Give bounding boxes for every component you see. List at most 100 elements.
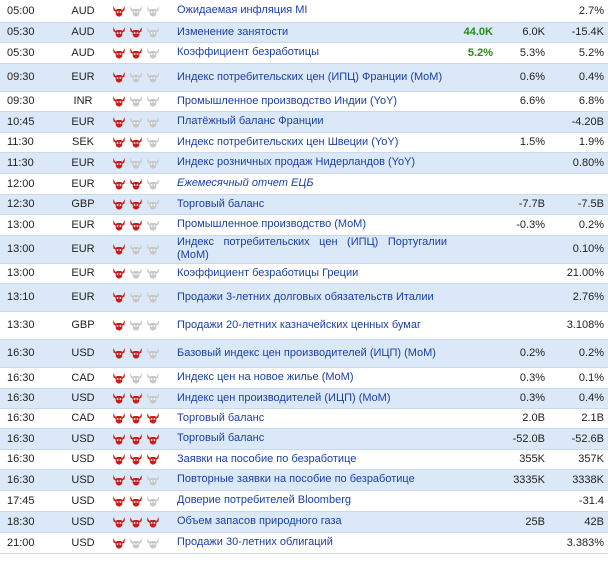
impact-rating <box>106 0 171 23</box>
event-link[interactable]: Индекс розничных продаж Нидерландов (YoY… <box>177 156 416 168</box>
event-time: 12:00 <box>0 173 60 195</box>
impact-rating <box>106 22 171 43</box>
bull-icon <box>129 47 143 59</box>
event-forecast: 355K <box>497 449 549 470</box>
event-link[interactable]: Ежемесячный отчет ЕЦБ <box>177 177 314 189</box>
bull-icon <box>112 433 126 445</box>
event-previous: 0.1% <box>549 367 608 389</box>
event-forecast: -52.0B <box>497 428 549 450</box>
event-link[interactable]: Заявки на пособие по безработице <box>177 452 357 465</box>
event-link[interactable]: Платёжный баланс Франции <box>177 115 324 127</box>
event-name: Индекс розничных продаж Нидерландов (YoY… <box>171 152 451 174</box>
event-previous: 0.2% <box>549 339 608 368</box>
event-name: Продажи 3-летних долговых обязательств И… <box>171 283 451 312</box>
event-link[interactable]: Коэффициент безработицы <box>177 46 320 58</box>
event-link[interactable]: Повторные заявки на пособие по безработи… <box>177 473 415 485</box>
table-row: 16:30 CAD Торговый баланс 2.0B 2.1B <box>0 408 608 429</box>
event-forecast: 6.6% <box>497 91 549 112</box>
event-forecast: 0.3% <box>497 367 549 389</box>
bull-icon <box>129 198 143 210</box>
event-time: 21:00 <box>0 532 60 554</box>
bull-icon <box>112 291 126 303</box>
event-forecast: 25B <box>497 511 549 533</box>
bull-icon <box>112 347 126 359</box>
event-forecast: 5.3% <box>497 42 549 64</box>
event-link[interactable]: Торговый баланс <box>177 197 265 210</box>
event-link[interactable]: Базовый индекс цен производителей (ИЦП) … <box>177 346 436 359</box>
event-name: Индекс цен на новое жилье (MoM) <box>171 367 451 389</box>
table-row: 17:45 USD Доверие потребителей Bloomberg -3… <box>0 490 608 512</box>
bull-icon <box>112 319 126 331</box>
bull-icon <box>146 157 160 169</box>
event-link[interactable]: Индекс потребительских цен Швеции (YoY) <box>177 135 399 148</box>
bull-icon <box>112 495 126 507</box>
event-link[interactable]: Промышленное производство Индии (YoY) <box>177 94 398 107</box>
event-previous: -7.5B <box>549 194 608 215</box>
impact-rating <box>106 283 171 312</box>
event-previous: 0.10% <box>549 235 608 264</box>
event-link[interactable]: Объем запасов природного газа <box>177 515 342 527</box>
event-forecast: 6.0K <box>497 22 549 43</box>
event-link[interactable]: Продажи 3-летних долговых обязательств И… <box>177 290 434 303</box>
bull-icon <box>146 243 160 255</box>
event-actual <box>451 63 497 92</box>
event-currency: USD <box>60 532 106 554</box>
event-time: 05:30 <box>0 22 60 43</box>
table-row: 16:30 USD Базовый индекс цен производителе… <box>0 339 608 368</box>
event-link[interactable]: Торговый баланс <box>177 432 265 444</box>
bull-icon <box>112 243 126 255</box>
event-currency: EUR <box>60 263 106 284</box>
event-time: 16:30 <box>0 469 60 491</box>
event-link[interactable]: Индекс потребительских цен (ИПЦ) Португа… <box>177 236 447 261</box>
impact-rating <box>106 214 171 236</box>
event-currency: AUD <box>60 42 106 64</box>
bull-icon <box>146 412 160 424</box>
event-link[interactable]: Продажи 30-летних облигаций <box>177 536 333 548</box>
event-actual: 44.0K <box>451 22 497 43</box>
event-link[interactable]: Торговый баланс <box>177 411 265 424</box>
event-previous: 0.2% <box>549 214 608 236</box>
event-link[interactable]: Продажи 20-летних казначейских ценных бу… <box>177 318 421 331</box>
event-time: 13:10 <box>0 283 60 312</box>
impact-rating <box>106 152 171 174</box>
event-link[interactable]: Индекс цен производителей (ИЦП) (MoM) <box>177 391 391 404</box>
impact-rating <box>106 263 171 284</box>
event-name: Коэффициент безработицы Греции <box>171 263 451 284</box>
event-forecast: -7.7B <box>497 194 549 215</box>
event-currency: GBP <box>60 311 106 340</box>
event-link[interactable]: Промышленное производство (MoM) <box>177 218 367 230</box>
event-link[interactable]: Индекс цен на новое жилье (MoM) <box>177 371 354 383</box>
event-name: Заявки на пособие по безработице <box>171 449 451 470</box>
event-time: 11:30 <box>0 152 60 174</box>
event-link[interactable]: Индекс потребительских цен (ИПЦ) Франции… <box>177 70 443 83</box>
event-time: 16:30 <box>0 367 60 389</box>
event-link[interactable]: Коэффициент безработицы Греции <box>177 266 359 279</box>
event-forecast <box>497 490 549 512</box>
event-forecast: 1.5% <box>497 132 549 153</box>
bull-icon <box>112 198 126 210</box>
event-name: Платёжный баланс Франции <box>171 111 451 133</box>
event-link[interactable]: Доверие потребителей Bloomberg <box>177 494 351 506</box>
event-forecast <box>497 263 549 284</box>
event-actual <box>451 532 497 554</box>
event-time: 18:30 <box>0 511 60 533</box>
event-name: Изменение занятости <box>171 22 451 43</box>
event-actual <box>451 449 497 470</box>
event-previous: 2.7% <box>549 0 608 23</box>
event-name: Торговый баланс <box>171 428 451 450</box>
bull-icon <box>129 136 143 148</box>
impact-rating <box>106 42 171 64</box>
event-actual <box>451 428 497 450</box>
table-row: 13:00 EUR Промышленное производство (MoM) -… <box>0 214 608 236</box>
bull-icon <box>112 47 126 59</box>
event-time: 12:30 <box>0 194 60 215</box>
table-row: 05:30 AUD Изменение занятости 44.0K 6.0K -15.… <box>0 22 608 43</box>
event-link[interactable]: Изменение занятости <box>177 25 289 38</box>
event-name: Индекс потребительских цен (ИПЦ) Португа… <box>171 235 451 264</box>
table-row: 11:30 EUR Индекс розничных продаж Нидерлан… <box>0 152 608 174</box>
event-currency: EUR <box>60 283 106 312</box>
event-currency: SEK <box>60 132 106 153</box>
bull-icon <box>112 392 126 404</box>
event-name: Базовый индекс цен производителей (ИЦП) … <box>171 339 451 368</box>
event-link[interactable]: Ожидаемая инфляция MI <box>177 4 308 17</box>
